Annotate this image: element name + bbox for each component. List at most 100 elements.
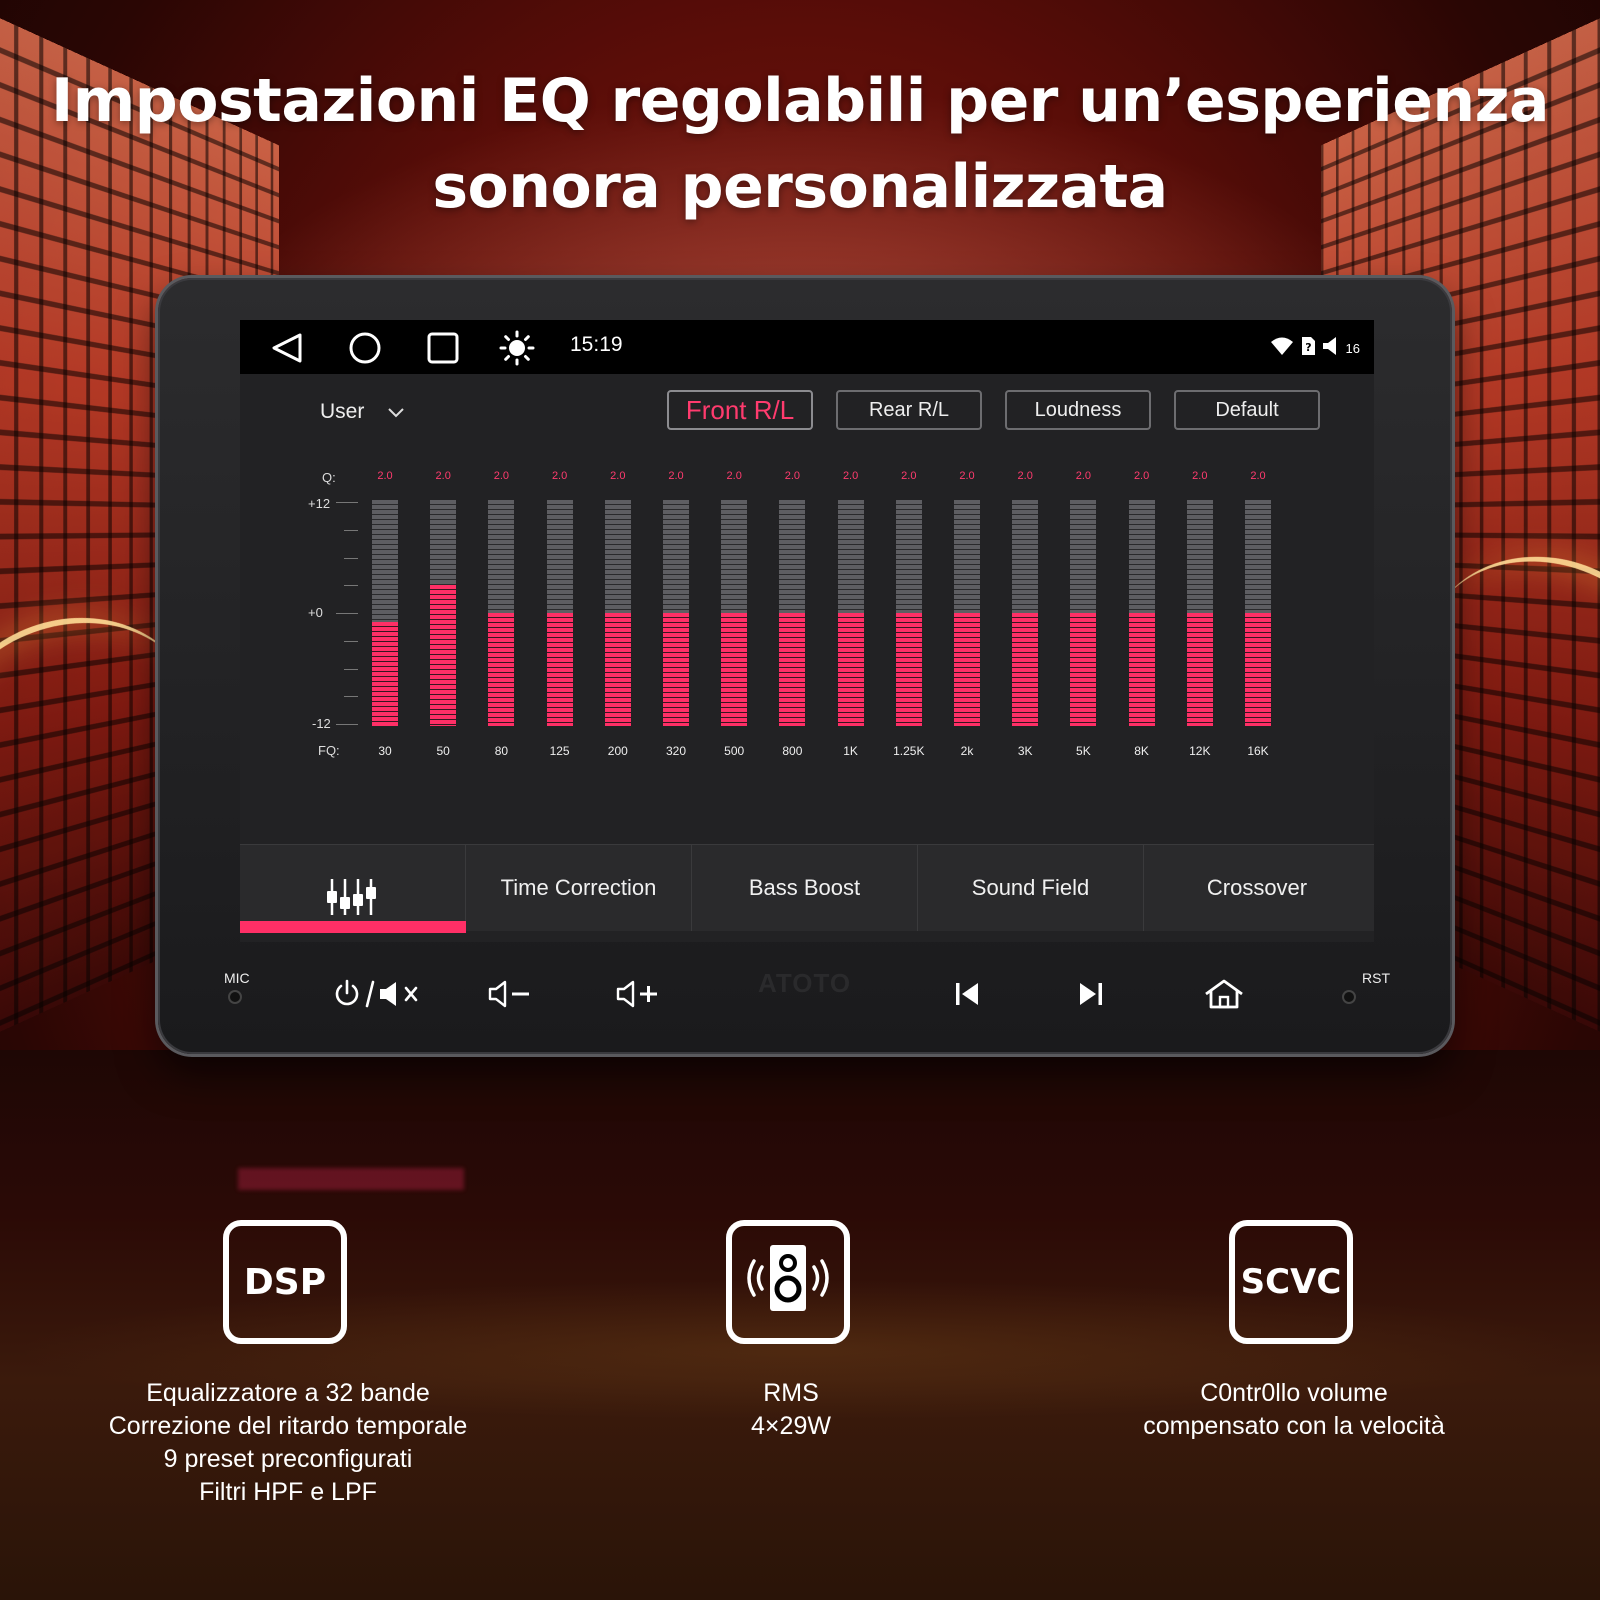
eq-band-slider[interactable]: [547, 500, 573, 726]
brightness-icon[interactable]: [498, 330, 536, 370]
wifi-icon: [1270, 336, 1294, 360]
q-value: 2.0: [1063, 470, 1103, 482]
eq-band-level: [663, 613, 689, 726]
q-value: 2.0: [540, 470, 580, 482]
eq-band-slider[interactable]: [1187, 500, 1213, 726]
speaker-badge: [726, 1220, 850, 1344]
q-label: Q:: [322, 470, 336, 485]
fq-value: 16K: [1233, 744, 1283, 758]
eq-band-level: [372, 622, 398, 726]
q-value: 2.0: [423, 470, 463, 482]
previous-track-icon[interactable]: [954, 978, 982, 1014]
fq-value: 1K: [826, 744, 876, 758]
eq-band-slider[interactable]: [838, 500, 864, 726]
y-label-max: +12: [308, 496, 330, 511]
q-value: 2.0: [598, 470, 638, 482]
default-button[interactable]: Default: [1174, 390, 1320, 430]
rms-description: RMS 4×29W: [561, 1377, 1021, 1443]
next-track-icon[interactable]: [1076, 978, 1104, 1014]
eq-band-slider[interactable]: [430, 500, 456, 726]
dsp-line-1: Equalizzatore a 32 bande: [58, 1377, 518, 1410]
q-value: 2.0: [831, 470, 871, 482]
volume-icon: [1322, 336, 1340, 360]
back-icon[interactable]: [270, 332, 304, 368]
eq-band-slider[interactable]: [1245, 500, 1271, 726]
eq-band-slider[interactable]: [1012, 500, 1038, 726]
fq-value: 30: [360, 744, 410, 758]
fq-value: 200: [593, 744, 643, 758]
fq-value: 80: [476, 744, 526, 758]
clock: 15:19: [570, 333, 623, 357]
q-value: 2.0: [481, 470, 521, 482]
dsp-tabs: Time Correction Bass Boost Sound Field C…: [240, 844, 1374, 931]
eq-band-level: [954, 613, 980, 726]
volume-level: 16: [1346, 341, 1360, 356]
eq-band-slider[interactable]: [372, 500, 398, 726]
fq-value: 320: [651, 744, 701, 758]
mic-label: MIC: [224, 970, 250, 986]
loudness-button[interactable]: Loudness: [1005, 390, 1151, 430]
scvc-badge: SCVC: [1229, 1220, 1353, 1344]
scvc-line-2: compensato con la velocità: [1064, 1410, 1524, 1443]
eq-band-slider[interactable]: [779, 500, 805, 726]
eq-band-slider[interactable]: [721, 500, 747, 726]
fq-value: 125: [535, 744, 585, 758]
q-value: 2.0: [1122, 470, 1162, 482]
dsp-badge: DSP: [223, 1220, 347, 1344]
tab-bass-boost[interactable]: Bass Boost: [692, 845, 918, 931]
q-value: 2.0: [1005, 470, 1045, 482]
volume-up-icon[interactable]: [616, 978, 660, 1014]
volume-down-icon[interactable]: [488, 978, 532, 1014]
head-unit: 15:19 ? 16 User Front R/L Rear R/L: [158, 278, 1452, 1054]
speaker-icon: [740, 1233, 836, 1332]
reset-hole[interactable]: [1344, 992, 1354, 1002]
svg-text:?: ?: [1305, 341, 1311, 354]
q-value: 2.0: [656, 470, 696, 482]
y-label-zero: +0: [308, 605, 323, 620]
eq-band-slider[interactable]: [954, 500, 980, 726]
y-axis-tick: [344, 696, 358, 697]
q-value: 2.0: [947, 470, 987, 482]
eq-band-slider[interactable]: [488, 500, 514, 726]
y-label-min: -12: [312, 716, 331, 731]
y-axis-tick: [344, 669, 358, 670]
eq-band-level: [1187, 613, 1213, 726]
scvc-line-1: C0ntr0llo volume: [1064, 1377, 1524, 1410]
fq-value: 5K: [1058, 744, 1108, 758]
fq-value: 1.25K: [884, 744, 934, 758]
y-axis-tick: [336, 502, 358, 503]
tab-sound-field[interactable]: Sound Field: [918, 845, 1144, 931]
tab-crossover[interactable]: Crossover: [1144, 845, 1370, 931]
recents-icon[interactable]: [426, 332, 460, 368]
front-rl-button[interactable]: Front R/L: [667, 390, 813, 430]
eq-band-level: [1012, 613, 1038, 726]
home-button-icon[interactable]: [1202, 978, 1246, 1014]
q-value: 2.0: [365, 470, 405, 482]
device-reflection: [158, 1058, 1452, 1218]
chevron-down-icon: [388, 400, 404, 424]
eq-band-level: [838, 613, 864, 726]
scvc-description: C0ntr0llo volume compensato con la veloc…: [1064, 1377, 1524, 1443]
power-mute-icon[interactable]: [334, 978, 420, 1014]
eq-band-level: [1245, 613, 1271, 726]
eq-band-slider[interactable]: [663, 500, 689, 726]
y-axis-tick: [336, 724, 358, 725]
eq-band-slider[interactable]: [1070, 500, 1096, 726]
preset-select[interactable]: User: [320, 400, 404, 424]
eq-band-slider[interactable]: [605, 500, 631, 726]
tab-time-correction[interactable]: Time Correction: [466, 845, 692, 931]
q-value: 2.0: [1180, 470, 1220, 482]
fq-label: FQ:: [318, 743, 340, 758]
y-axis-tick: [344, 585, 358, 586]
tab-equalizer[interactable]: [240, 845, 466, 931]
y-axis-tick: [344, 530, 358, 531]
fq-value: 800: [767, 744, 817, 758]
eq-band-level: [605, 613, 631, 726]
headline-line-2: sonora personalizzata: [0, 144, 1600, 230]
headline-line-1: Impostazioni EQ regolabili per un’esperi…: [0, 58, 1600, 144]
reflection-accent: [238, 1168, 464, 1190]
rear-rl-button[interactable]: Rear R/L: [836, 390, 982, 430]
home-icon[interactable]: [348, 332, 382, 368]
eq-band-slider[interactable]: [896, 500, 922, 726]
eq-band-slider[interactable]: [1129, 500, 1155, 726]
